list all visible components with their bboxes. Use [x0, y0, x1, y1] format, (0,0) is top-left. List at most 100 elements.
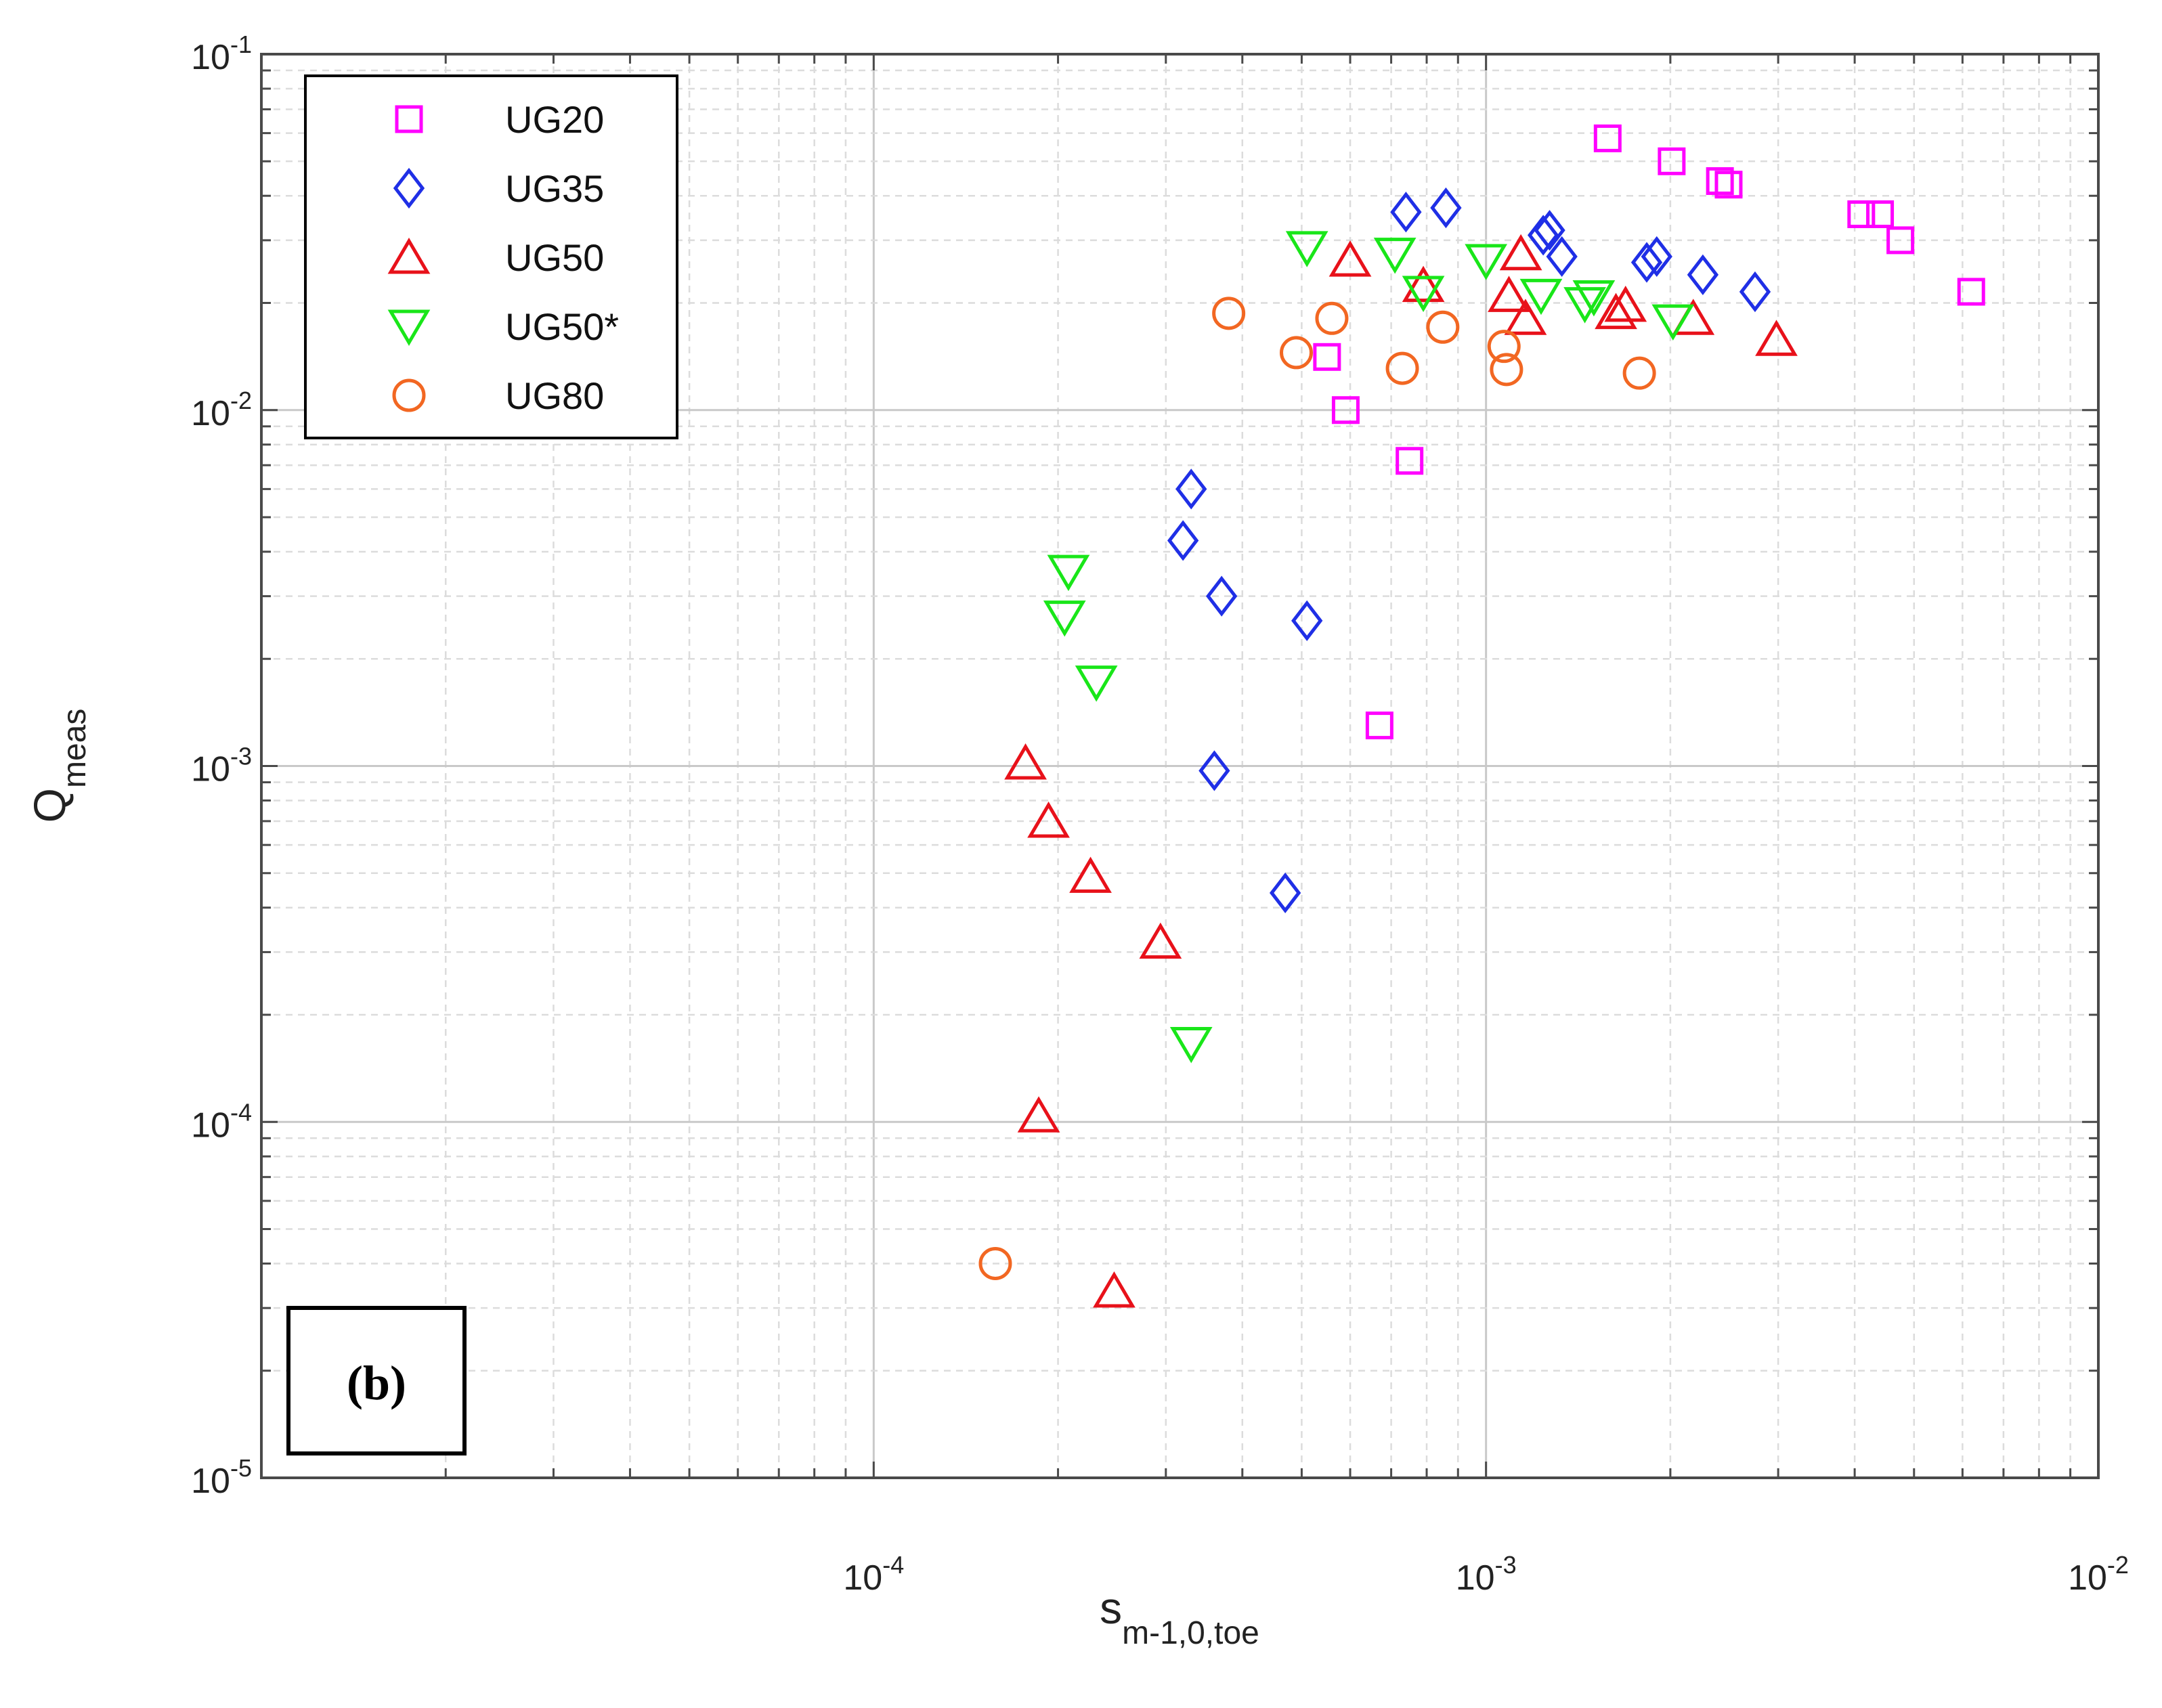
- y-tick-label: 10-4: [191, 1098, 252, 1145]
- data-point: [1563, 287, 1606, 324]
- data-point: [1572, 280, 1616, 317]
- legend-marker: [387, 238, 431, 274]
- series-ug50-: [1043, 231, 1695, 1064]
- data-point: [1291, 600, 1323, 641]
- data-point: [1847, 200, 1876, 228]
- data-point: [1527, 215, 1559, 256]
- data-point: [1487, 330, 1521, 364]
- y-tick-label: 10-3: [191, 743, 252, 789]
- y-axis-label-base: Q: [24, 788, 74, 823]
- data-point: [1499, 234, 1542, 271]
- data-point: [1139, 922, 1182, 959]
- data-point: [1269, 872, 1301, 914]
- panel-label-box: (b): [286, 1306, 467, 1455]
- x-axis-label-base: s: [1100, 1583, 1122, 1633]
- data-point: [1755, 320, 1798, 356]
- data-point: [1373, 238, 1417, 274]
- data-point: [1622, 356, 1656, 390]
- legend-label: UG80: [505, 374, 604, 417]
- legend: UG20 UG35 UG50 UG50* UG80: [304, 74, 678, 439]
- data-point: [1519, 278, 1563, 315]
- data-markers: [978, 124, 1985, 1308]
- data-point: [1175, 468, 1207, 510]
- legend-marker: [387, 309, 431, 346]
- data-point: [1385, 351, 1419, 385]
- y-axis-ticks: 10-5 10-4 10-3 10-2 10-1: [191, 30, 2098, 1501]
- x-tick-label: 10-2: [2068, 1551, 2129, 1598]
- data-point: [1630, 242, 1663, 283]
- data-point: [1315, 301, 1349, 335]
- x-axis-label-subscript: m-1,0,toe: [1122, 1615, 1259, 1651]
- data-point: [1488, 276, 1530, 312]
- data-point: [1534, 210, 1565, 251]
- data-point: [1390, 192, 1422, 233]
- data-point: [1169, 1027, 1213, 1064]
- legend-label: UG35: [505, 167, 604, 210]
- data-point: [1595, 292, 1637, 330]
- data-point: [1426, 310, 1460, 344]
- data-point: [1313, 343, 1341, 371]
- legend-box: [304, 74, 678, 439]
- series-ug35: [1167, 187, 1771, 914]
- y-axis-label: Qmeas: [24, 709, 93, 823]
- series-ug20: [1313, 124, 1985, 740]
- data-point: [1198, 750, 1230, 791]
- data-point: [1866, 200, 1895, 228]
- data-point: [1396, 447, 1424, 475]
- legend-marker: [392, 378, 426, 412]
- data-point: [1402, 276, 1445, 312]
- x-axis-label: sm-1,0,toe: [1100, 1583, 1259, 1651]
- legend-marker: [395, 105, 423, 133]
- data-point: [1365, 711, 1393, 740]
- data-point: [1651, 304, 1695, 341]
- legend-entry: UG50: [387, 236, 604, 279]
- series-ug80: [978, 297, 1656, 1280]
- y-tick-label: 10-1: [191, 30, 252, 77]
- grid: [261, 54, 2098, 1478]
- y-tick-label: 10-2: [191, 387, 252, 433]
- y-axis-label-subscript: meas: [57, 709, 93, 788]
- data-point: [1604, 285, 1647, 322]
- data-point: [1714, 171, 1743, 199]
- data-point: [1490, 353, 1523, 387]
- data-point: [1075, 665, 1118, 702]
- data-point: [1687, 254, 1719, 295]
- data-point: [1641, 236, 1672, 278]
- data-point: [1212, 297, 1246, 330]
- legend-label: UG50: [505, 236, 604, 279]
- data-point: [1739, 271, 1771, 313]
- data-point: [1331, 396, 1360, 424]
- x-tick-label: 10-4: [843, 1551, 904, 1598]
- data-point: [1546, 236, 1578, 278]
- data-point: [1093, 1271, 1136, 1308]
- data-point: [1328, 240, 1372, 277]
- data-point: [1593, 124, 1622, 152]
- series-ug50: [1004, 234, 1798, 1308]
- data-point: [1658, 147, 1686, 175]
- data-point: [1167, 520, 1199, 561]
- data-point: [1280, 336, 1314, 370]
- data-point: [1285, 231, 1328, 267]
- data-point: [1047, 554, 1090, 592]
- data-point: [1886, 226, 1915, 255]
- legend-entry: UG80: [392, 374, 604, 417]
- data-point: [1206, 575, 1238, 617]
- data-point: [1004, 743, 1047, 780]
- data-point: [1430, 187, 1462, 229]
- data-point: [1504, 299, 1547, 335]
- data-point: [1027, 802, 1070, 838]
- legend-label: UG50*: [505, 305, 619, 348]
- x-axis-ticks: 10-4 10-3 10-2: [444, 54, 2129, 1598]
- panel-label: (b): [347, 1356, 406, 1410]
- legend-entry: UG50*: [387, 305, 619, 348]
- legend-entry: UG20: [395, 98, 604, 141]
- data-point: [1017, 1096, 1060, 1133]
- data-point: [1043, 600, 1086, 637]
- data-point: [1957, 278, 1985, 306]
- y-tick-label: 10-5: [191, 1454, 252, 1501]
- data-point: [1465, 244, 1508, 280]
- x-tick-label: 10-3: [1456, 1551, 1517, 1598]
- legend-entry: UG35: [393, 167, 604, 210]
- legend-marker: [393, 167, 425, 209]
